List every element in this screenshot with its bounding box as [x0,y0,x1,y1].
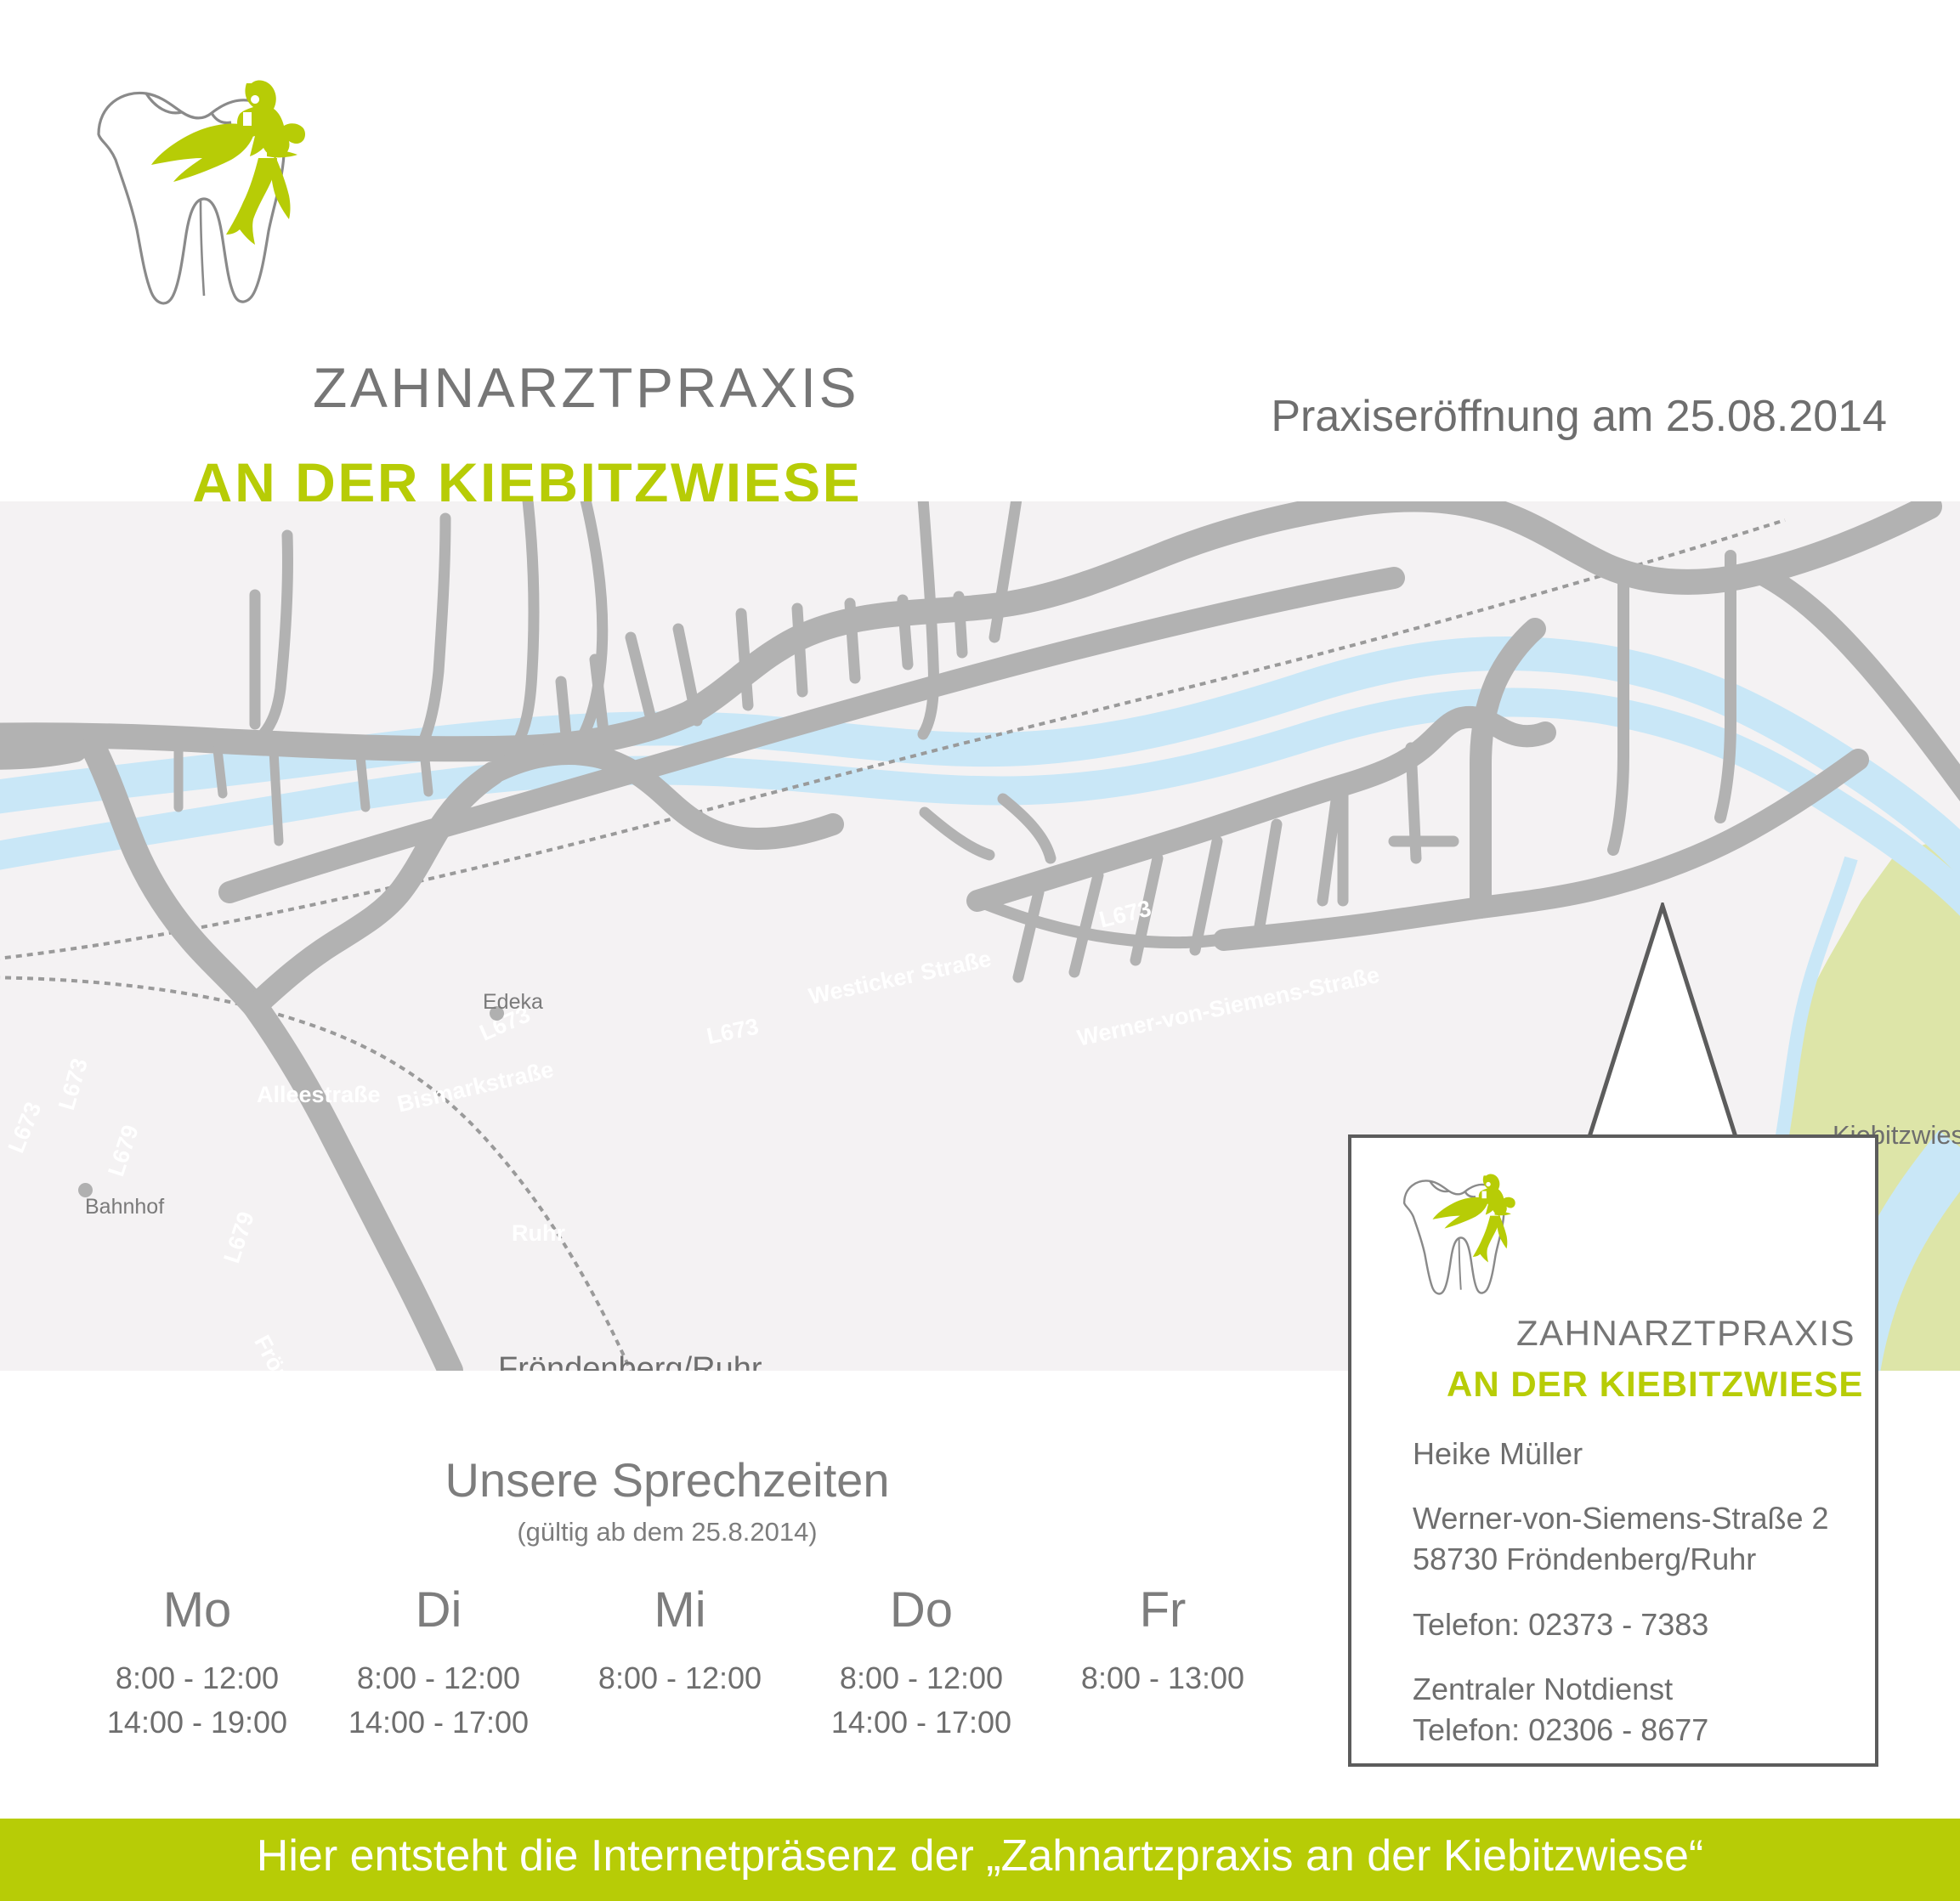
card-contact-address: Werner-von-Siemens-Straße 2 58730 Frönde… [1413,1498,1855,1580]
hours-column-fr: Fr 8:00 - 13:00 [1042,1583,1283,1745]
card-emergency-phone[interactable]: Telefon: 02306 - 8677 [1413,1712,1709,1748]
day-label: Mi [654,1582,706,1638]
tooth-with-lapwing-bird-logo [97,80,305,305]
river-ruhr-band-lower [0,687,1960,916]
hours-column-di: Di 8:00 - 12:00 14:00 - 17:00 [318,1583,559,1745]
card-brand-logo-block: ZAHNARZTPRAXIS AN DER KIEBITZWIESE [1391,1168,1862,1404]
day-afternoon-time: 14:00 - 17:00 [830,1704,1012,1740]
footer-banner: Hier entsteht die Internetpräsenz der „Z… [0,1819,1960,1901]
day-label: Mo [162,1582,232,1638]
day-morning-time: 8:00 - 12:00 [839,1660,1004,1695]
edeka-dot [490,1006,504,1021]
info-card-pointer [1584,902,1741,1145]
hours-column-do: Do 8:00 - 12:00 14:00 - 17:00 [801,1583,1042,1745]
card-street: Werner-von-Siemens-Straße 2 [1413,1501,1829,1536]
day-morning-time: 8:00 - 13:00 [1080,1660,1245,1695]
bahnhof-dot [78,1183,93,1197]
day-label: Do [889,1582,954,1638]
day-label: Fr [1139,1582,1187,1638]
page-header: ZAHNARZTPRAXIS AN DER KIEBITZWIESE Praxi… [0,0,1960,514]
tooth-with-lapwing-bird-logo [1402,1174,1515,1295]
card-emergency: Zentraler Notdienst Telefon: 02306 - 867… [1413,1669,1855,1751]
road-label-alleestrasse: Alleestraße [257,1082,381,1107]
map-label-bahnhof: Bahnhof [85,1195,165,1219]
river-label-ruhr: Ruhr [512,1220,565,1246]
hours-column-mo: Mo 8:00 - 12:00 14:00 - 19:00 [76,1583,318,1745]
opening-date-note: Praxiseröffnung am 25.08.2014 [1271,392,1887,441]
brand-title: ZAHNARZTPRAXIS [313,356,860,419]
card-contact-details: Heike Müller Werner-von-Siemens-Straße 2… [1413,1434,1855,1751]
railway-lines [0,518,1786,1371]
hours-grid: Mo 8:00 - 12:00 14:00 - 19:00 Di 8:00 - … [76,1583,1283,1745]
card-brand-title: ZAHNARZTPRAXIS [1516,1313,1856,1353]
day-afternoon-time: 14:00 - 17:00 [348,1704,530,1740]
card-emergency-label: Zentraler Notdienst [1413,1671,1674,1706]
brand-logo-block: ZAHNARZTPRAXIS AN DER KIEBITZWIESE [73,73,889,514]
card-phone[interactable]: Telefon: 02373 - 7383 [1413,1606,1709,1642]
river-ruhr-band-upper [0,636,1960,878]
hours-column-mi: Mi 8:00 - 12:00 [559,1583,801,1745]
hours-subtitle: (gültig ab dem 25.8.2014) [517,1517,818,1547]
hours-title: Unsere Sprechzeiten [445,1453,890,1507]
map-label-froendenberg: Fröndenberg/Ruhr [498,1351,762,1371]
opening-hours-section: Unsere Sprechzeiten (gültig ab dem 25.8.… [0,1371,1334,1819]
road-network [0,501,1960,1371]
day-morning-time: 8:00 - 12:00 [356,1660,521,1695]
day-morning-time: 8:00 - 12:00 [598,1660,762,1695]
day-label: Di [415,1582,462,1638]
location-map[interactable]: L673 L673 L673 Alleestraße Bismarkstraße… [0,501,1960,1371]
card-contact-name: Heike Müller [1413,1436,1583,1471]
map-label-edeka: Edeka [483,990,543,1014]
day-morning-time: 8:00 - 12:00 [115,1660,280,1695]
footer-text: Hier entsteht die Internetpräsenz der „Z… [256,1831,1704,1881]
card-brand-subtitle: AN DER KIEBITZWIESE [1447,1364,1864,1404]
day-afternoon-time: 14:00 - 19:00 [106,1704,288,1740]
card-city: 58730 Fröndenberg/Ruhr [1413,1542,1757,1577]
practice-info-card: ZAHNARZTPRAXIS AN DER KIEBITZWIESE Heike… [1348,1134,1878,1767]
